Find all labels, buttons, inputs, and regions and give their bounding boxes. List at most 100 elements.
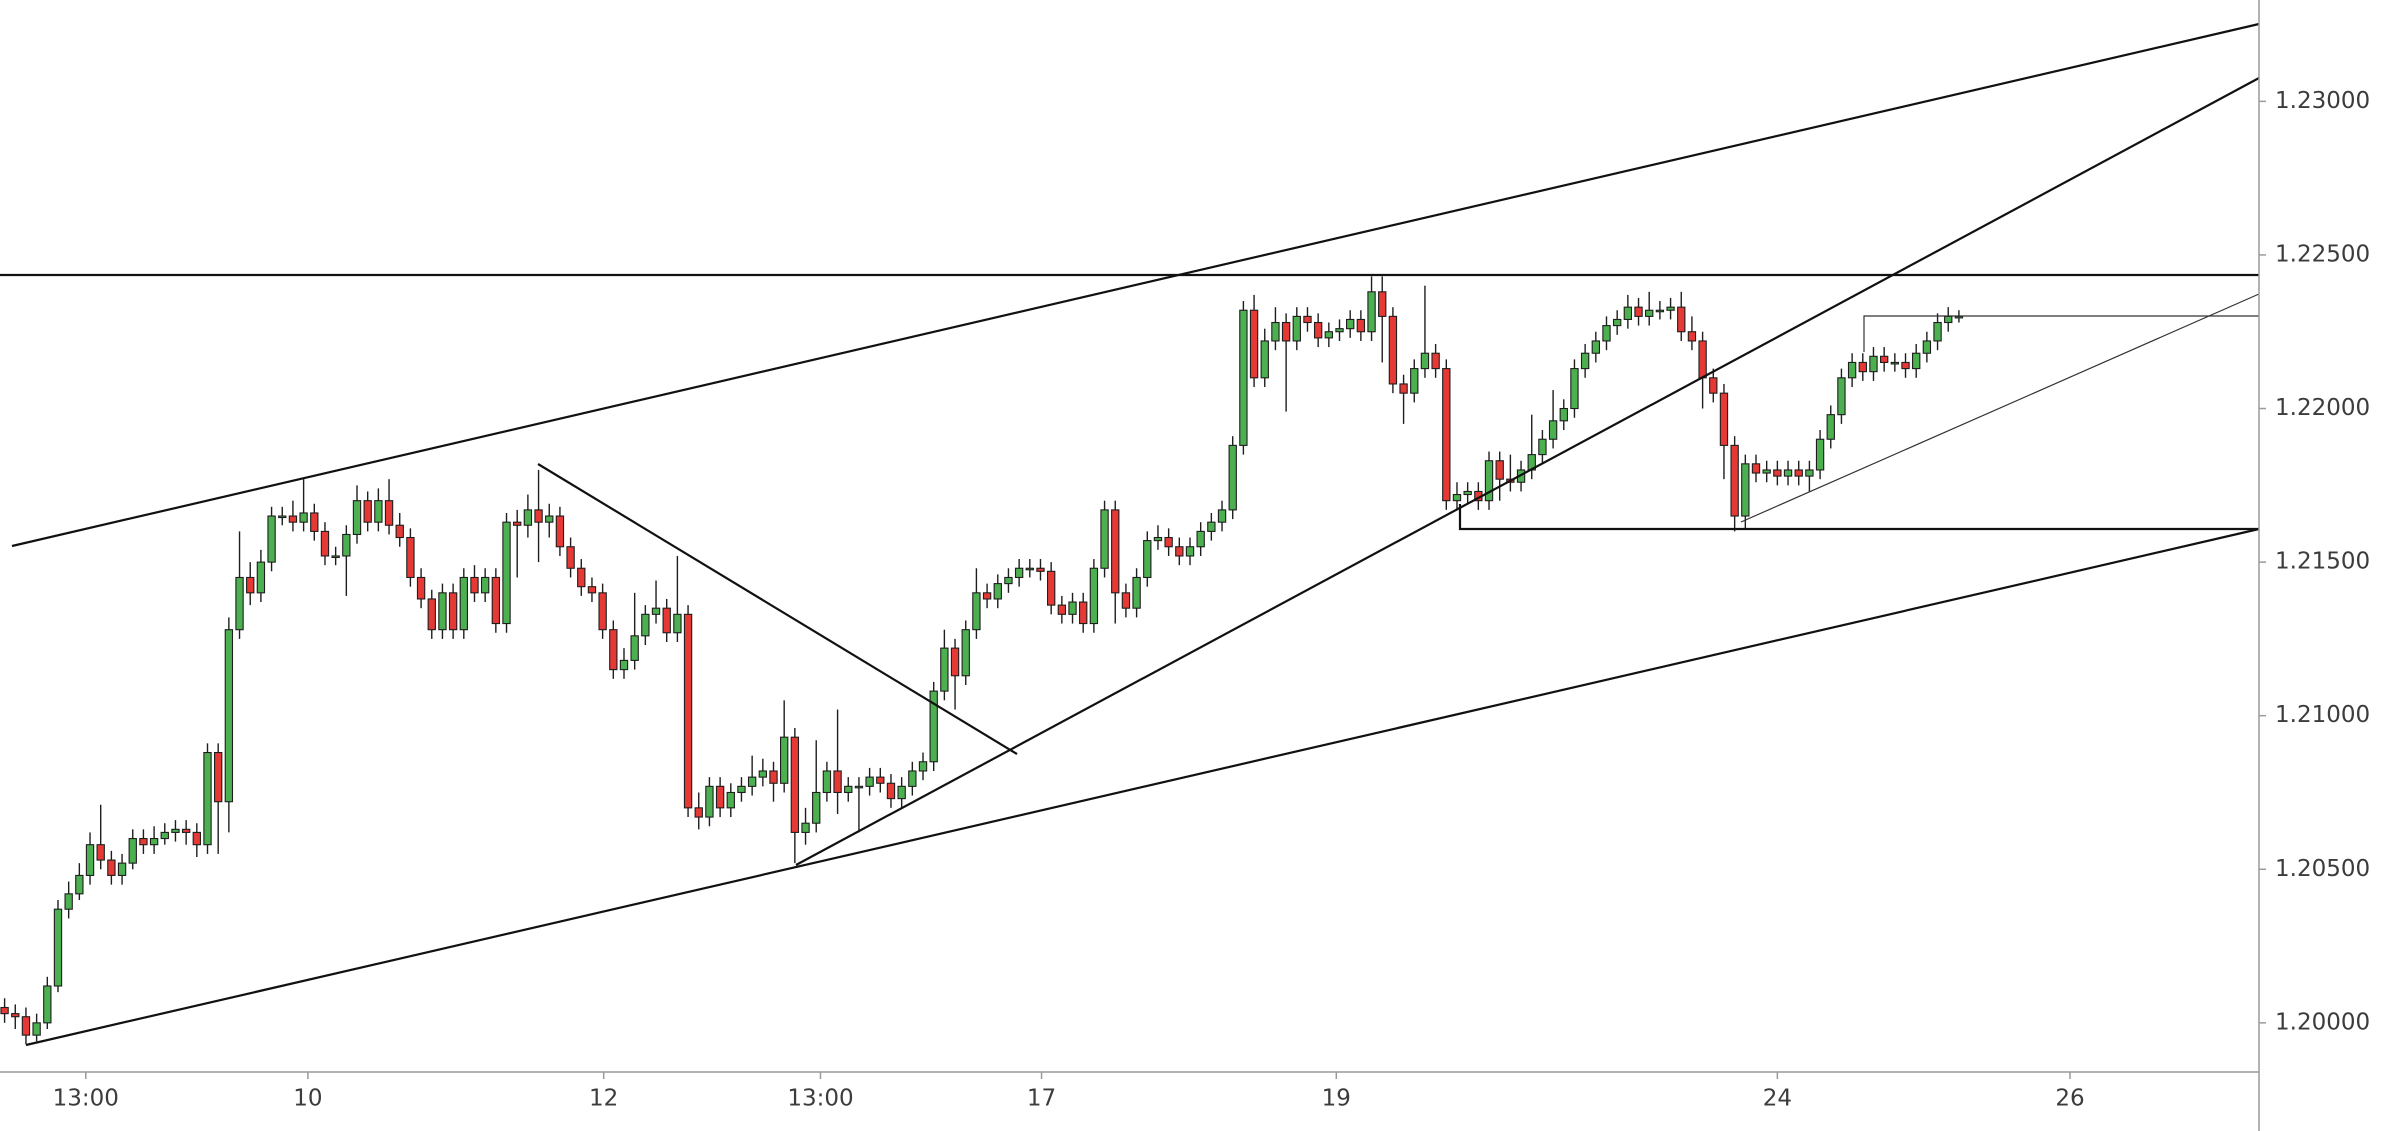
candle-body <box>1858 361 1867 373</box>
descending-line <box>537 463 1018 755</box>
y-tick-label: 1.21500 <box>2275 549 2370 575</box>
candle-body <box>1068 601 1077 615</box>
candle-body <box>694 807 703 818</box>
candle-body <box>812 791 821 824</box>
candle-body <box>1175 546 1184 557</box>
rising-line <box>795 77 2260 866</box>
candle-body <box>11 1013 20 1018</box>
candle-body <box>310 512 319 532</box>
candle-body <box>1046 570 1056 606</box>
candle-body <box>908 770 917 787</box>
candle-body <box>43 985 52 1024</box>
candle-body <box>1623 306 1633 320</box>
candle-body <box>1687 331 1697 342</box>
candle-body <box>278 515 287 519</box>
candle-body <box>801 822 810 833</box>
candle-body <box>961 629 970 677</box>
candle-body <box>1260 340 1269 379</box>
candle-body <box>1730 444 1739 517</box>
candle-body <box>1004 576 1013 585</box>
candle-body <box>352 500 362 536</box>
candle-body <box>790 736 800 833</box>
candle-body <box>972 592 981 631</box>
candle-body <box>53 908 63 987</box>
candle-body <box>1612 318 1622 327</box>
candle-body <box>1228 444 1237 511</box>
candle-body <box>950 647 960 677</box>
candle-body <box>427 598 436 631</box>
channel-upper <box>11 22 2260 548</box>
x-tick-label: 17 <box>1027 1086 1056 1112</box>
candle-body <box>619 659 629 671</box>
x-tick-label: 26 <box>2055 1086 2084 1112</box>
candle-body <box>1559 407 1568 422</box>
candle-body <box>715 785 725 809</box>
candle-body <box>1484 460 1494 502</box>
candle-body <box>1452 493 1462 502</box>
candle-body <box>1346 318 1355 330</box>
channel-lower <box>25 527 2260 1047</box>
candle-body <box>865 776 874 787</box>
candle-body <box>1580 352 1590 370</box>
candle-body <box>1153 536 1163 542</box>
candle-body <box>1901 361 1910 370</box>
candle-body <box>747 776 757 787</box>
candle-body <box>1281 321 1291 342</box>
y-tick-label: 1.23000 <box>2275 88 2370 114</box>
candle-body <box>1388 315 1398 385</box>
candle-body <box>1869 355 1878 373</box>
candle-body <box>683 613 693 809</box>
candle-body <box>1164 536 1173 548</box>
candle-body <box>1645 309 1654 317</box>
candle-body <box>96 844 105 861</box>
candle-body <box>545 515 554 523</box>
candle-body <box>1538 438 1547 456</box>
candle-body <box>1249 309 1259 379</box>
candle-body <box>1367 291 1376 333</box>
candle-body <box>1879 355 1889 364</box>
candle-body <box>470 576 479 594</box>
candle-body <box>876 776 885 784</box>
candle-body <box>982 592 992 600</box>
candle-body <box>117 862 127 876</box>
candle-body <box>1709 377 1718 394</box>
candle-body <box>288 515 298 523</box>
candle-body <box>897 785 906 800</box>
candle-body <box>331 555 340 559</box>
candle-body <box>651 607 661 615</box>
thin-rising-line <box>1740 293 2260 523</box>
drawings <box>0 22 2260 1047</box>
candle-body <box>502 521 511 625</box>
candle-body <box>416 576 426 600</box>
candle-body <box>267 515 276 563</box>
support-line <box>1458 504 2259 531</box>
candle-body <box>1602 325 1611 342</box>
x-tick-label: 19 <box>1322 1086 1351 1112</box>
candle-body <box>780 736 789 784</box>
candle-body <box>1548 420 1558 440</box>
candle-body <box>1025 567 1034 571</box>
candle-body <box>1410 368 1419 394</box>
candle-body <box>192 831 202 846</box>
candle-body <box>1890 361 1900 365</box>
candle-body <box>1794 469 1803 477</box>
candle-body <box>1847 361 1857 379</box>
candle-body <box>384 500 394 526</box>
candle-body <box>1196 530 1205 548</box>
candle-body <box>224 629 234 803</box>
candle-body <box>1933 321 1942 342</box>
candle-body <box>844 785 853 794</box>
candle-body <box>1463 490 1472 496</box>
candles <box>0 276 1964 1045</box>
candle-body <box>587 586 597 594</box>
candle-body <box>1805 469 1814 477</box>
candle-body <box>940 647 949 692</box>
candle-body <box>320 530 330 557</box>
candle-body <box>1431 352 1440 370</box>
candle-body <box>1591 340 1600 354</box>
x-tick-label: 24 <box>1763 1086 1792 1112</box>
candle-body <box>523 509 533 526</box>
candle-body <box>609 629 618 671</box>
candle-body <box>1570 368 1579 410</box>
